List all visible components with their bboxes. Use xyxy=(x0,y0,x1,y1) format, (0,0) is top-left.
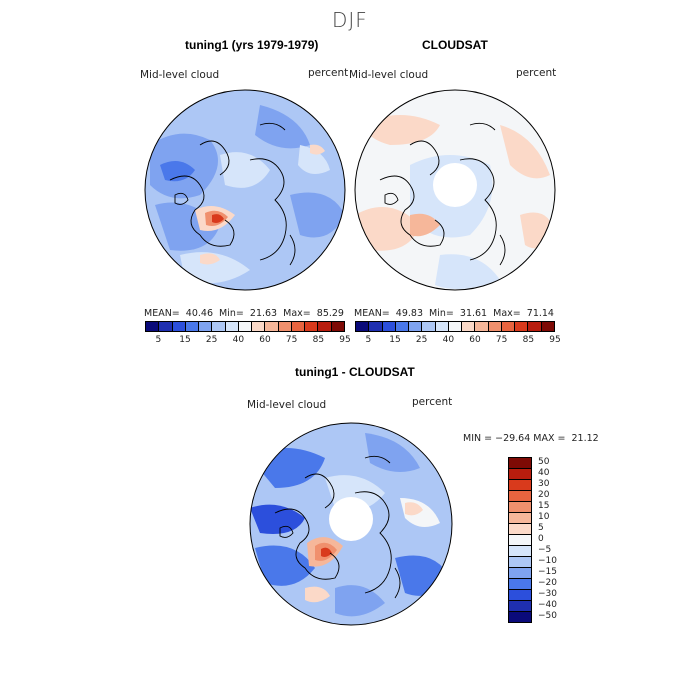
right-stats: MEAN= 49.83 Min= 31.61 Max= 71.14 xyxy=(354,308,554,319)
colorbar-swatch xyxy=(331,322,344,331)
colorbar-swatch xyxy=(462,322,476,331)
colorbar-swatch xyxy=(291,322,306,331)
colorbar-tick-label: −50 xyxy=(538,610,557,621)
colorbar-tick-label: 95 xyxy=(549,335,561,345)
colorbar-swatch xyxy=(509,535,531,546)
colorbar-swatch xyxy=(509,469,531,480)
colorbar-swatch xyxy=(395,322,410,331)
diff-colorbar xyxy=(508,457,532,623)
colorbar-swatch xyxy=(435,322,449,331)
colorbar-tick-label: 85 xyxy=(522,335,535,345)
colorbar-swatch xyxy=(509,480,531,491)
colorbar-tick-label: 85 xyxy=(312,335,325,345)
colorbar-swatch xyxy=(475,322,489,331)
colorbar-swatch xyxy=(278,322,292,331)
colorbar-tick-label: −40 xyxy=(538,599,557,610)
colorbar-tick-label: 5 xyxy=(538,523,544,534)
left-colorbar: 5 15 25 40 60 75 85 95 xyxy=(145,321,351,346)
left-polar-map xyxy=(144,89,346,291)
colorbar-swatch xyxy=(509,601,531,612)
colorbar-tick-label: 75 xyxy=(285,335,298,345)
left-units-label: percent xyxy=(308,67,349,79)
colorbar-swatch xyxy=(509,458,531,469)
colorbar-tick-label: 25 xyxy=(415,335,428,345)
colorbar-swatch xyxy=(265,322,279,331)
colorbar-tick-label: 15 xyxy=(538,501,550,512)
colorbar-swatch xyxy=(541,322,554,331)
colorbar-tick-label: −10 xyxy=(538,555,557,566)
left-panel-title: tuning1 (yrs 1979-1979) xyxy=(185,38,319,52)
colorbar-swatch xyxy=(509,568,531,579)
colorbar-tick-label: 15 xyxy=(179,335,191,345)
colorbar-swatch xyxy=(509,502,531,513)
colorbar-swatch xyxy=(252,322,266,331)
colorbar-tick-label: 60 xyxy=(259,335,271,345)
colorbar-swatch xyxy=(509,524,531,535)
colorbar-swatch xyxy=(509,491,531,502)
colorbar-swatch xyxy=(356,322,370,331)
colorbar-tick-label: −30 xyxy=(538,588,557,599)
colorbar-swatch xyxy=(369,322,383,331)
colorbar-tick-label: 30 xyxy=(538,479,550,490)
colorbar-tick-label: −15 xyxy=(538,566,557,577)
colorbar-swatch xyxy=(318,322,332,331)
colorbar-swatch xyxy=(146,322,160,331)
colorbar-swatch xyxy=(422,322,436,331)
right-variable-label: Mid-level cloud xyxy=(349,69,429,81)
colorbar-tick-label: 0 xyxy=(538,534,544,544)
colorbar-tick-label: 40 xyxy=(442,335,455,345)
colorbar-swatch xyxy=(509,612,531,622)
colorbar-swatch xyxy=(238,322,253,331)
colorbar-tick-label: −5 xyxy=(538,544,552,555)
colorbar-tick-label: 15 xyxy=(389,335,401,345)
colorbar-swatch xyxy=(509,513,531,524)
colorbar-tick-label: 10 xyxy=(538,512,550,523)
diff-colorbar-labels: 50 40 30 20 15 10 5 0 −5 −10 −15 −20 −30 −40 −50 xyxy=(538,457,578,621)
colorbar-swatch xyxy=(448,322,463,331)
colorbar-tick-label: 50 xyxy=(538,457,550,468)
colorbar-swatch xyxy=(172,322,186,331)
diff-units-label: percent xyxy=(412,396,453,408)
colorbar-tick-label: 40 xyxy=(538,468,550,479)
colorbar-swatch xyxy=(509,557,531,568)
colorbar-tick-label: 5 xyxy=(365,335,372,345)
colorbar-tick-label: 60 xyxy=(469,335,481,345)
colorbar-swatch xyxy=(212,322,226,331)
colorbar-swatch xyxy=(515,322,529,331)
left-stats: MEAN= 40.46 Min= 21.63 Max= 85.29 xyxy=(144,308,344,319)
colorbar-swatch xyxy=(501,322,516,331)
colorbar-tick-label: 75 xyxy=(495,335,508,345)
colorbar-swatch xyxy=(509,546,531,557)
right-colorbar: 5 15 25 40 60 75 85 95 xyxy=(355,321,561,346)
colorbar-swatch xyxy=(199,322,213,331)
left-variable-label: Mid-level cloud xyxy=(140,69,220,81)
colorbar-tick-label: 40 xyxy=(232,335,245,345)
diff-panel-title: tuning1 - CLOUDSAT xyxy=(295,365,415,379)
diff-polar-map xyxy=(249,422,453,626)
colorbar-swatch xyxy=(509,590,531,601)
colorbar-tick-label: 25 xyxy=(205,335,218,345)
colorbar-swatch xyxy=(509,579,531,590)
colorbar-swatch xyxy=(409,322,423,331)
diff-variable-label: Mid-level cloud xyxy=(247,399,327,411)
colorbar-swatch xyxy=(305,322,319,331)
colorbar-swatch xyxy=(185,322,200,331)
diff-stats: MIN = −29.64 MAX = 21.12 xyxy=(463,433,599,444)
colorbar-swatch xyxy=(159,322,173,331)
colorbar-tick-label: 5 xyxy=(155,335,162,345)
right-units-label: percent xyxy=(516,67,557,79)
colorbar-swatch xyxy=(225,322,239,331)
colorbar-swatch xyxy=(488,322,502,331)
colorbar-tick-label: 95 xyxy=(339,335,351,345)
colorbar-tick-label: 20 xyxy=(538,490,550,501)
colorbar-swatch xyxy=(528,322,542,331)
right-polar-map xyxy=(354,89,556,291)
colorbar-swatch xyxy=(382,322,396,331)
season-title: DJF xyxy=(332,8,368,32)
right-panel-title: CLOUDSAT xyxy=(422,38,488,52)
colorbar-tick-label: −20 xyxy=(538,577,557,588)
